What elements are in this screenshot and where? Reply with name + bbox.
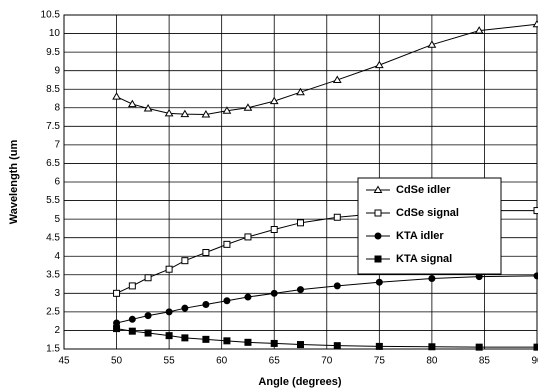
marker [428,274,436,282]
y-tick-label: 3.5 [46,269,60,280]
marker [270,289,278,297]
legend-label: KTA signal [396,253,452,265]
marker [297,219,304,227]
x-tick-label: 80 [426,356,438,367]
y-tick-label: 10 [49,28,61,39]
marker [143,104,153,112]
marker [533,207,538,215]
x-axis-label: Angle (degrees) [258,376,341,388]
marker [428,343,436,351]
marker [144,274,152,282]
marker [243,103,253,111]
marker [475,273,483,281]
marker [244,233,252,241]
marker [333,342,341,350]
marker [223,337,231,345]
marker [181,304,189,312]
marker [202,335,210,343]
x-tick-label: 85 [479,356,491,367]
y-tick-label: 6.5 [46,158,60,169]
marker [165,308,173,316]
marker [181,334,189,342]
marker [223,297,231,305]
marker [332,75,342,83]
marker [113,289,121,297]
marker [297,286,304,294]
x-tick-label: 45 [58,356,70,367]
marker [202,249,210,257]
marker [181,257,189,265]
marker [375,342,383,350]
marker [532,19,538,28]
marker [144,329,152,337]
marker [113,325,121,333]
marker [333,282,341,290]
y-tick-label: 6 [54,177,60,188]
legend-label: CdSe signal [396,207,459,219]
y-tick-label: 4 [54,251,60,262]
marker [244,293,252,301]
y-tick-label: 7.5 [46,121,60,132]
y-tick-label: 5 [54,214,60,225]
marker [127,99,137,108]
y-tick-label: 8.5 [46,84,60,95]
y-tick-label: 8 [54,102,60,113]
marker [373,185,383,193]
marker [144,312,152,320]
marker [270,226,278,234]
x-tick-label: 50 [111,356,123,367]
y-tick-label: 3 [54,288,60,299]
marker [270,339,278,347]
legend-label: KTA idler [396,230,444,242]
marker [128,282,136,290]
y-tick-label: 10.5 [41,10,61,21]
marker [374,232,382,240]
marker [165,332,173,340]
marker [223,240,231,248]
y-tick-label: 7 [54,140,60,151]
y-tick-label: 2.5 [46,307,60,318]
marker [427,40,437,48]
marker [375,278,383,286]
y-tick-label: 2 [54,325,60,336]
legend-box [357,177,502,275]
marker [222,106,232,114]
y-tick-label: 1.5 [46,344,60,355]
marker [296,87,305,96]
marker [244,338,252,346]
x-tick-label: 60 [216,356,228,367]
x-tick-label: 90 [531,356,538,367]
marker [374,209,382,217]
y-tick-label: 9 [54,65,60,76]
x-tick-label: 55 [164,356,176,367]
marker [128,315,136,323]
marker [269,96,279,105]
marker [474,26,484,34]
marker [374,255,382,263]
marker [533,272,538,280]
y-axis-label: Wavelength (um [8,140,20,225]
y-tick-label: 5.5 [46,195,60,206]
marker [180,109,190,118]
y-tick-label: 4.5 [46,232,60,243]
legend: CdSe idler CdSe signal KTA idler KTA signal [357,177,502,275]
y-tick-label: 9.5 [46,47,60,58]
marker [374,60,384,69]
marker [533,343,538,351]
marker [333,213,341,221]
x-tick-label: 70 [321,356,333,367]
marker [201,109,211,118]
marker [128,327,136,335]
marker [475,343,483,351]
marker [202,300,210,308]
marker [165,265,173,273]
marker [112,92,121,100]
legend-label: CdSe idler [396,184,451,196]
marker [297,341,304,349]
x-tick-label: 75 [374,356,386,367]
marker [164,108,174,117]
x-tick-label: 65 [269,356,281,367]
